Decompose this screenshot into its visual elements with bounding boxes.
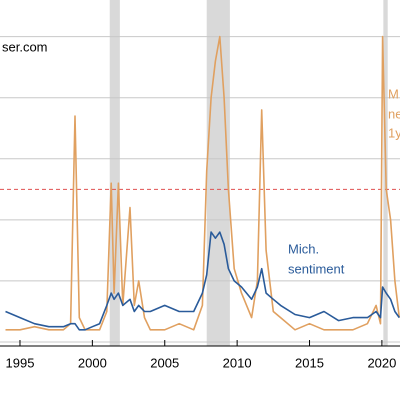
x-tick-label: 1995 bbox=[6, 355, 35, 370]
series-line bbox=[5, 35, 400, 331]
series-line bbox=[5, 231, 400, 331]
recession-band bbox=[206, 0, 230, 346]
recession-band bbox=[109, 0, 120, 346]
x-tick-label: 2000 bbox=[78, 355, 107, 370]
x-tick-label: 2005 bbox=[150, 355, 179, 370]
annotation: ne bbox=[388, 106, 400, 121]
annotation: M bbox=[388, 86, 399, 101]
annotation: ser.com bbox=[2, 39, 48, 54]
x-tick-label: 2020 bbox=[367, 355, 396, 370]
annotation: sentiment bbox=[288, 261, 345, 276]
x-tick-label: 2010 bbox=[223, 355, 252, 370]
x-tick-label: 2015 bbox=[295, 355, 324, 370]
annotation: Mich. bbox=[288, 241, 319, 256]
annotation: 1y bbox=[388, 125, 400, 140]
